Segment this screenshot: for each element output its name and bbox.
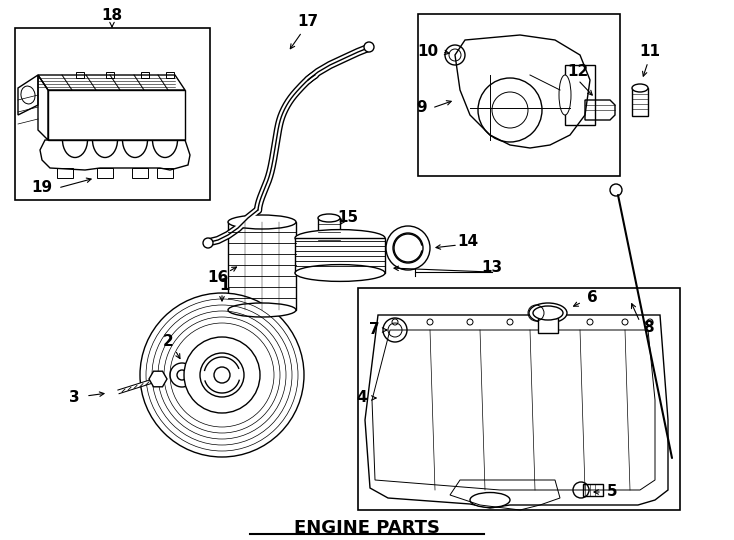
Ellipse shape xyxy=(533,306,563,320)
Text: 13: 13 xyxy=(482,260,503,275)
Polygon shape xyxy=(149,371,167,387)
Bar xyxy=(358,288,680,510)
Ellipse shape xyxy=(228,215,296,229)
Ellipse shape xyxy=(470,492,510,508)
Bar xyxy=(15,28,210,200)
Ellipse shape xyxy=(559,75,571,115)
Bar xyxy=(106,72,114,78)
Text: 16: 16 xyxy=(208,271,228,286)
Circle shape xyxy=(177,370,187,380)
Bar xyxy=(565,65,595,125)
Text: 15: 15 xyxy=(338,211,359,226)
Text: 12: 12 xyxy=(567,64,589,79)
Circle shape xyxy=(203,238,213,248)
Text: 9: 9 xyxy=(417,100,427,116)
Text: ENGINE PARTS: ENGINE PARTS xyxy=(294,519,440,537)
Bar xyxy=(418,14,620,176)
Text: 19: 19 xyxy=(32,180,53,195)
Circle shape xyxy=(170,363,194,387)
Circle shape xyxy=(214,367,230,383)
Ellipse shape xyxy=(529,303,567,323)
Bar xyxy=(318,218,340,248)
Text: 3: 3 xyxy=(69,390,79,406)
Circle shape xyxy=(184,337,260,413)
Text: 8: 8 xyxy=(643,321,653,335)
Ellipse shape xyxy=(632,84,648,92)
Ellipse shape xyxy=(295,230,385,246)
Text: 6: 6 xyxy=(586,291,597,306)
Text: 5: 5 xyxy=(607,484,617,500)
Text: 17: 17 xyxy=(297,15,319,30)
Circle shape xyxy=(393,233,423,263)
Text: 2: 2 xyxy=(163,334,173,349)
Bar xyxy=(76,72,84,78)
Text: 7: 7 xyxy=(368,322,379,338)
Bar xyxy=(538,318,558,333)
Circle shape xyxy=(140,293,304,457)
Ellipse shape xyxy=(318,214,340,222)
Bar xyxy=(166,72,174,78)
Bar xyxy=(141,72,149,78)
Bar xyxy=(632,88,648,116)
Circle shape xyxy=(200,353,244,397)
Ellipse shape xyxy=(295,265,385,281)
Text: 11: 11 xyxy=(639,44,661,59)
Text: 14: 14 xyxy=(457,234,479,249)
Circle shape xyxy=(386,226,430,270)
Circle shape xyxy=(364,42,374,52)
Bar xyxy=(228,222,296,310)
Bar xyxy=(295,238,385,273)
Text: 1: 1 xyxy=(219,278,230,293)
Ellipse shape xyxy=(228,303,296,317)
Text: 4: 4 xyxy=(357,390,367,406)
Text: 18: 18 xyxy=(101,9,123,24)
Text: 10: 10 xyxy=(418,44,438,59)
